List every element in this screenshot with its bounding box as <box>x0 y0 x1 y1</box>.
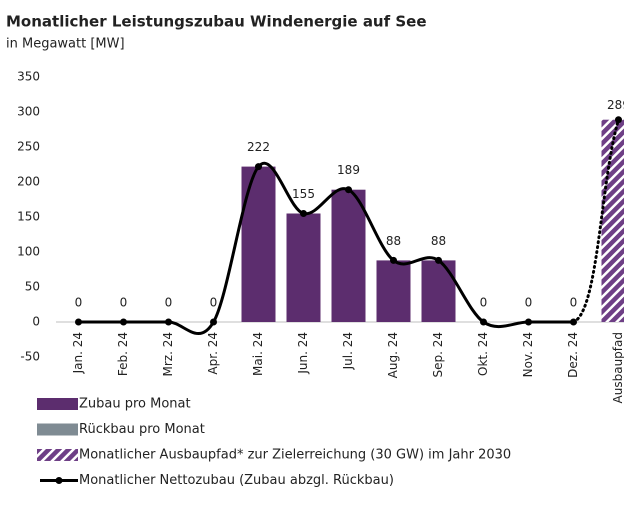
y-tick-label: 0 <box>32 315 40 329</box>
bar <box>242 167 276 322</box>
x-tick-label: Nov. 24 <box>521 332 535 377</box>
data-label: 189 <box>337 163 360 177</box>
net-dot <box>300 210 307 217</box>
chart-title: Monatlicher Leistungszubau Windenergie a… <box>6 13 427 31</box>
net-line <box>79 163 574 333</box>
y-tick-label: 150 <box>17 210 40 224</box>
net-dot <box>75 319 82 326</box>
legend-swatch <box>37 424 78 436</box>
data-label: 88 <box>431 234 446 248</box>
data-label: 0 <box>165 296 173 310</box>
bar <box>422 260 456 322</box>
net-dot <box>210 319 217 326</box>
net-dot <box>435 257 442 264</box>
x-tick-label: Mai. 24 <box>251 332 265 376</box>
bar <box>377 260 411 322</box>
legend-label: Monatlicher Nettozubau (Zubau abzgl. Rüc… <box>79 473 394 488</box>
x-tick-label: Mrz. 24 <box>161 332 175 376</box>
net-dot <box>165 319 172 326</box>
x-tick-label: Jan. 24 <box>71 332 85 374</box>
data-label: 0 <box>525 296 533 310</box>
x-tick-label: Apr. 24 <box>206 332 220 375</box>
x-tick-label: Okt. 24 <box>476 332 490 376</box>
bar <box>287 214 321 323</box>
y-tick-label: 350 <box>17 70 40 84</box>
legend-swatch <box>37 449 78 461</box>
data-label: 0 <box>570 296 578 310</box>
data-label: 0 <box>120 296 128 310</box>
data-label: 88 <box>386 234 401 248</box>
chart-subtitle: in Megawatt [MW] <box>6 37 125 52</box>
net-dot <box>570 319 577 326</box>
data-label: 0 <box>75 296 83 310</box>
x-tick-label: Sep. 24 <box>431 332 445 378</box>
data-label: 0 <box>480 296 488 310</box>
y-tick-label: 100 <box>17 245 40 259</box>
x-tick-label: Dez. 24 <box>566 332 580 378</box>
x-tick-label: Jul. 24 <box>341 332 355 370</box>
legend-swatch <box>37 398 78 410</box>
legend-label: Zubau pro Monat <box>79 397 191 412</box>
data-label: 0 <box>210 296 218 310</box>
data-label: 289 <box>607 98 624 112</box>
y-tick-label: -50 <box>20 350 40 364</box>
target-dot <box>615 116 622 123</box>
target-bar <box>602 120 624 322</box>
data-label: 155 <box>292 187 315 201</box>
net-dot <box>255 163 262 170</box>
x-tick-label: Aug. 24 <box>386 332 400 378</box>
y-tick-label: 250 <box>17 140 40 154</box>
bar <box>332 190 366 322</box>
data-label: 222 <box>247 140 270 154</box>
x-tick-label: Feb. 24 <box>116 332 130 376</box>
legend-label: Rückbau pro Monat <box>79 422 205 437</box>
net-dot <box>345 186 352 193</box>
net-dot <box>120 319 127 326</box>
x-tick-label: Ausbaupfad <box>611 332 624 403</box>
net-dot <box>480 319 487 326</box>
legend-label: Monatlicher Ausbaupfad* zur Zielerreichu… <box>79 448 511 463</box>
legend-dot <box>56 477 63 484</box>
y-tick-label: 300 <box>17 105 40 119</box>
net-dot <box>390 257 397 264</box>
net-dot <box>525 319 532 326</box>
y-tick-label: 200 <box>17 175 40 189</box>
y-tick-label: 50 <box>25 280 40 294</box>
x-tick-label: Jun. 24 <box>296 332 310 375</box>
